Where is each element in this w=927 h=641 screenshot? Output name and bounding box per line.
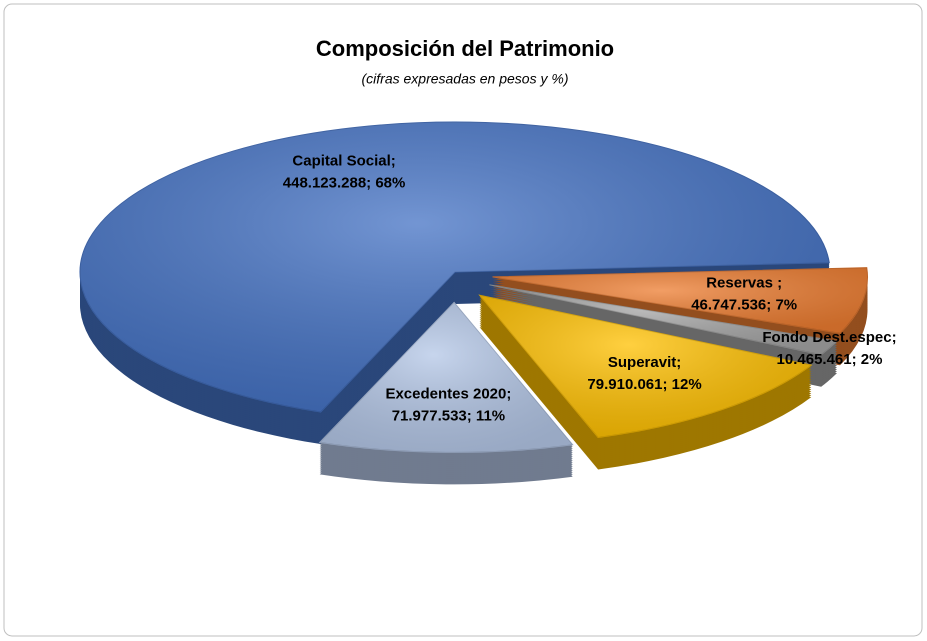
data-label-name: Excedentes 2020; xyxy=(385,385,511,402)
slice-shine xyxy=(79,122,830,413)
slice-shine xyxy=(489,284,837,355)
data-label-name: Reservas ; xyxy=(706,274,782,291)
data-label-value: 79.910.061; 12% xyxy=(587,376,701,393)
slice-shine xyxy=(492,267,868,334)
pie xyxy=(79,121,868,485)
data-label-name: Capital Social; xyxy=(292,152,395,169)
slice-shine xyxy=(319,302,573,453)
data-label-name: Fondo Dest.espec; xyxy=(762,329,896,346)
data-label-value: 46.747.536; 7% xyxy=(691,296,797,313)
data-label-value: 10.465.461; 2% xyxy=(777,351,883,368)
labels: Capital Social; 448.123.288; 68% Reservas … xyxy=(283,152,897,424)
slice-shine xyxy=(479,295,812,438)
chart-title: Composición del Patrimonio xyxy=(316,36,614,61)
data-label-name: Superavit; xyxy=(608,354,681,371)
data-label-value: 71.977.533; 11% xyxy=(392,407,505,424)
data-label-value: 448.123.288; 68% xyxy=(283,174,406,191)
chart-subtitle: (cifras expresadas en pesos y %) xyxy=(362,71,569,87)
